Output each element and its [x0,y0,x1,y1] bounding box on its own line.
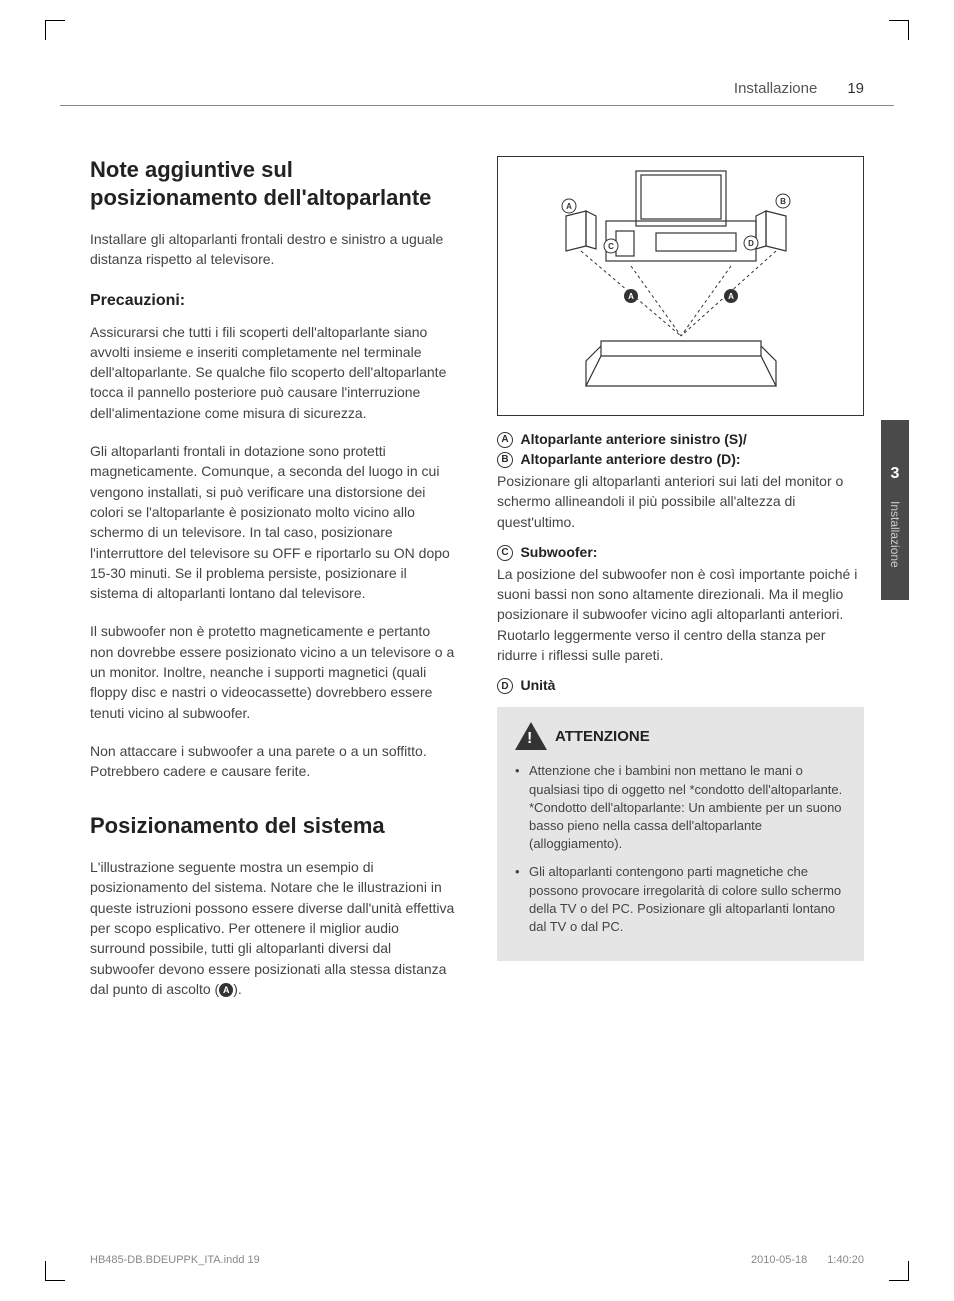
desc-ab: Posizionare gli altoparlanti anteriori s… [497,471,864,532]
svg-text:B: B [780,197,786,206]
label-a-line: A Altoparlante anteriore sinistro (S)/ [497,431,864,449]
svg-text:A: A [728,292,734,301]
label-b-text: Altoparlante anteriore destro (D): [520,451,740,467]
heading-precautions: Precauzioni: [90,292,457,310]
heading-notes: Note aggiuntive sul posizionamento dell'… [90,156,457,211]
circle-b-icon: B [497,452,513,468]
page: Installazione 19 3 Installazione Note ag… [0,0,954,1301]
header-page-num: 19 [847,80,864,97]
label-c-line: C Subwoofer: [497,544,864,562]
page-footer: HB485-DB.BDEUPPK_ITA.indd 19 2010-05-18 … [90,1254,864,1266]
content-area: Note aggiuntive sul posizionamento dell'… [60,156,894,1017]
para-subwoofer-mag: Il subwoofer non è protetto magneticamen… [90,621,457,722]
para-install: Installare gli altoparlanti frontali des… [90,229,457,270]
footer-time: 1:40:20 [827,1254,864,1266]
para-wires: Assicurarsi che tutti i fili scoperti de… [90,322,457,423]
para-placement: L'illustrazione seguente mostra un esemp… [90,857,457,999]
right-column: A A A B C D [497,156,864,1017]
left-column: Note aggiuntive sul posizionamento dell'… [90,156,457,1017]
warning-triangle-icon [515,722,547,750]
sidebar-chapter-title: Installazione [888,501,902,568]
attention-header: ATTENZIONE [515,722,846,750]
attention-title: ATTENZIONE [555,728,650,745]
circle-a-icon: A [497,432,513,448]
diagram-svg: A A A B C D [501,161,861,411]
label-d-text: Unità [520,677,555,693]
label-a-text: Altoparlante anteriore sinistro (S)/ [520,431,746,447]
label-d-line: D Unità [497,677,864,695]
heading-placement: Posizionamento del sistema [90,812,457,840]
attention-item-2: Gli altoparlanti contengono parti magnet… [515,863,846,936]
desc-c: La posizione del subwoofer non è così im… [497,564,864,665]
speaker-placement-diagram: A A A B C D [497,156,864,416]
header-section-name: Installazione [734,80,817,97]
para-magnetic: Gli altoparlanti frontali in dotazione s… [90,441,457,603]
label-c-text: Subwoofer: [520,544,597,560]
page-header: Installazione 19 [60,30,894,106]
svg-text:A: A [628,292,634,301]
attention-list: Attenzione che i bambini non mettano le … [515,762,846,936]
footer-date: 2010-05-18 [751,1254,807,1266]
attention-box: ATTENZIONE Attenzione che i bambini non … [497,707,864,961]
footer-filename: HB485-DB.BDEUPPK_ITA.indd 19 [90,1254,260,1266]
attention-item-1: Attenzione che i bambini non mettano le … [515,762,846,853]
svg-text:A: A [566,202,572,211]
listening-point-marker: A [219,983,233,997]
svg-text:C: C [608,242,614,251]
para-placement-text1: L'illustrazione seguente mostra un esemp… [90,859,454,997]
para-wall: Non attaccare i subwoofer a una parete o… [90,741,457,782]
para-placement-text2: ). [233,981,242,997]
circle-d-icon: D [497,678,513,694]
sidebar-tab: 3 Installazione [881,420,909,600]
sidebar-chapter-num: 3 [891,465,900,483]
label-b-line: B Altoparlante anteriore destro (D): [497,451,864,469]
circle-c-icon: C [497,545,513,561]
svg-text:D: D [748,239,754,248]
